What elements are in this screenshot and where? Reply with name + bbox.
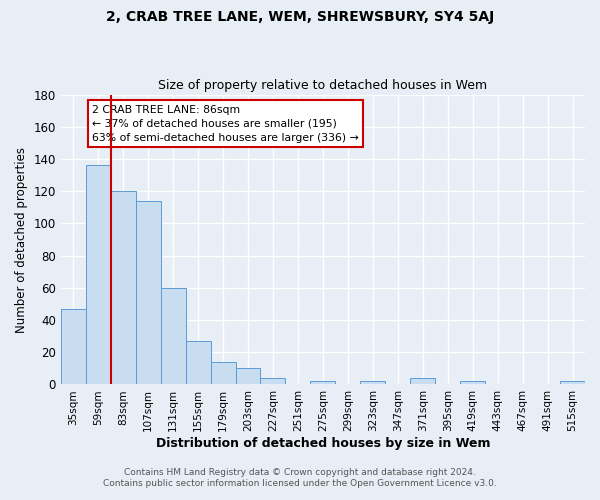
Bar — [310, 381, 335, 384]
Bar — [185, 341, 211, 384]
X-axis label: Distribution of detached houses by size in Wem: Distribution of detached houses by size … — [155, 437, 490, 450]
Text: 2 CRAB TREE LANE: 86sqm
← 37% of detached houses are smaller (195)
63% of semi-d: 2 CRAB TREE LANE: 86sqm ← 37% of detache… — [92, 104, 359, 142]
Bar — [361, 381, 385, 384]
Text: Contains HM Land Registry data © Crown copyright and database right 2024.
Contai: Contains HM Land Registry data © Crown c… — [103, 468, 497, 487]
Bar — [460, 381, 485, 384]
Bar — [86, 166, 111, 384]
Bar — [260, 378, 286, 384]
Bar — [111, 191, 136, 384]
Bar — [560, 381, 585, 384]
Bar — [236, 368, 260, 384]
Bar — [410, 378, 435, 384]
Bar — [211, 362, 236, 384]
Y-axis label: Number of detached properties: Number of detached properties — [15, 146, 28, 332]
Title: Size of property relative to detached houses in Wem: Size of property relative to detached ho… — [158, 79, 487, 92]
Bar — [161, 288, 185, 384]
Bar — [61, 309, 86, 384]
Bar — [136, 201, 161, 384]
Text: 2, CRAB TREE LANE, WEM, SHREWSBURY, SY4 5AJ: 2, CRAB TREE LANE, WEM, SHREWSBURY, SY4 … — [106, 10, 494, 24]
